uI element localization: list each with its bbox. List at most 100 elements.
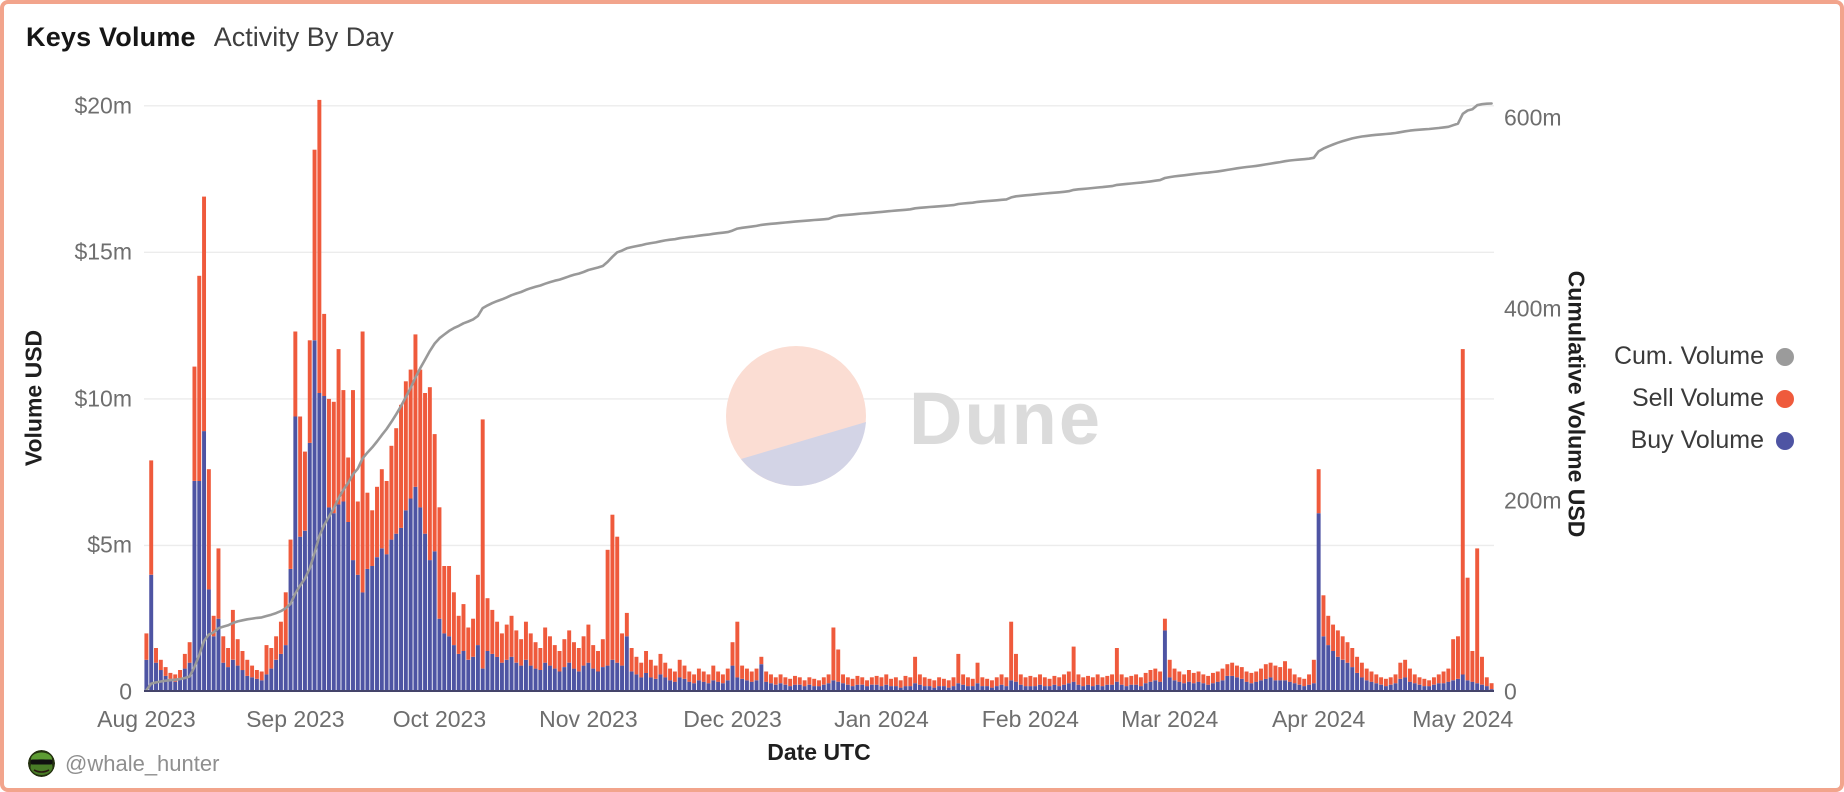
sell-bar[interactable] bbox=[1086, 675, 1091, 685]
sell-bar[interactable] bbox=[768, 674, 773, 684]
buy-bar[interactable] bbox=[865, 686, 870, 692]
buy-bar[interactable] bbox=[202, 431, 207, 692]
sell-bar[interactable] bbox=[499, 633, 504, 663]
buy-bar[interactable] bbox=[696, 680, 701, 692]
buy-bar[interactable] bbox=[336, 504, 341, 692]
buy-bar[interactable] bbox=[1196, 681, 1201, 692]
sell-bar[interactable] bbox=[682, 665, 687, 679]
sell-bar[interactable] bbox=[951, 677, 956, 687]
sell-bar[interactable] bbox=[451, 592, 456, 646]
buy-bar[interactable] bbox=[1009, 680, 1014, 692]
buy-bar[interactable] bbox=[624, 636, 629, 692]
sell-bar[interactable] bbox=[605, 549, 610, 666]
sell-bar[interactable] bbox=[567, 630, 572, 663]
sell-bar[interactable] bbox=[1316, 469, 1321, 514]
sell-bar[interactable] bbox=[168, 672, 173, 679]
buy-bar[interactable] bbox=[1124, 686, 1129, 692]
buy-bar[interactable] bbox=[370, 566, 375, 692]
buy-bar[interactable] bbox=[302, 530, 307, 692]
sell-bar[interactable] bbox=[1460, 349, 1465, 675]
buy-bar[interactable] bbox=[629, 671, 634, 693]
sell-bar[interactable] bbox=[874, 675, 879, 685]
buy-bar[interactable] bbox=[994, 686, 999, 692]
sell-bar[interactable] bbox=[490, 609, 495, 654]
buy-bar[interactable] bbox=[615, 662, 620, 692]
buy-bar[interactable] bbox=[922, 686, 927, 692]
sell-bar[interactable] bbox=[302, 451, 307, 531]
buy-bar[interactable] bbox=[495, 656, 500, 692]
sell-bar[interactable] bbox=[1340, 636, 1345, 660]
sell-bar[interactable] bbox=[307, 340, 312, 443]
buy-bar[interactable] bbox=[1335, 656, 1340, 692]
sell-bar[interactable] bbox=[812, 678, 817, 687]
sell-bar[interactable] bbox=[1331, 624, 1336, 651]
legend-item-cum-volume[interactable]: Cum. Volume bbox=[1614, 342, 1794, 371]
buy-bar[interactable] bbox=[1273, 680, 1278, 692]
sell-bar[interactable] bbox=[831, 627, 836, 681]
sell-bar[interactable] bbox=[677, 659, 682, 678]
buy-bar[interactable] bbox=[1484, 686, 1489, 692]
buy-bar[interactable] bbox=[754, 680, 759, 692]
buy-bar[interactable] bbox=[394, 533, 399, 692]
buy-bar[interactable] bbox=[1364, 680, 1369, 692]
sell-bar[interactable] bbox=[908, 677, 913, 687]
sell-bar[interactable] bbox=[778, 674, 783, 684]
sell-bar[interactable] bbox=[1292, 674, 1297, 684]
sell-bar[interactable] bbox=[250, 665, 255, 678]
sell-bar[interactable] bbox=[1379, 677, 1384, 685]
sell-bar[interactable] bbox=[845, 677, 850, 685]
sell-bar[interactable] bbox=[802, 680, 807, 687]
sell-bar[interactable] bbox=[893, 677, 898, 687]
buy-bar[interactable] bbox=[221, 662, 226, 692]
sell-bar[interactable] bbox=[720, 674, 725, 684]
sell-bar[interactable] bbox=[600, 639, 605, 667]
buy-bar[interactable] bbox=[533, 668, 538, 692]
sell-bar[interactable] bbox=[701, 671, 706, 682]
buy-bar[interactable] bbox=[1340, 659, 1345, 692]
sell-bar[interactable] bbox=[860, 677, 865, 685]
buy-bar[interactable] bbox=[1244, 681, 1249, 692]
buy-bar[interactable] bbox=[1292, 683, 1297, 692]
sell-bar[interactable] bbox=[970, 678, 975, 687]
sell-bar[interactable] bbox=[1244, 671, 1249, 682]
buy-bar[interactable] bbox=[937, 686, 942, 692]
sell-bar[interactable] bbox=[326, 398, 331, 508]
sell-bar[interactable] bbox=[826, 674, 831, 684]
sell-bar[interactable] bbox=[1364, 668, 1369, 681]
sell-bar[interactable] bbox=[1201, 674, 1206, 684]
buy-bar[interactable] bbox=[658, 674, 663, 692]
buy-bar[interactable] bbox=[975, 683, 980, 692]
buy-bar[interactable] bbox=[1480, 684, 1484, 692]
sell-bar[interactable] bbox=[538, 648, 543, 670]
sell-bar[interactable] bbox=[1465, 577, 1470, 681]
sell-bar[interactable] bbox=[365, 492, 370, 569]
buy-bar[interactable] bbox=[773, 684, 778, 692]
sell-bar[interactable] bbox=[240, 651, 245, 671]
buy-bar[interactable] bbox=[653, 678, 658, 692]
buy-bar[interactable] bbox=[567, 662, 572, 692]
sell-bar[interactable] bbox=[1215, 671, 1220, 682]
buy-bar[interactable] bbox=[1148, 681, 1153, 692]
buy-bar[interactable] bbox=[1230, 675, 1235, 692]
sell-bar[interactable] bbox=[1196, 671, 1201, 682]
sell-bar[interactable] bbox=[658, 653, 663, 675]
sell-bar[interactable] bbox=[817, 680, 821, 687]
buy-bar[interactable] bbox=[716, 681, 721, 692]
sell-bar[interactable] bbox=[1230, 662, 1235, 676]
buy-bar[interactable] bbox=[744, 680, 749, 692]
sell-bar[interactable] bbox=[346, 457, 351, 523]
buy-bar[interactable] bbox=[999, 684, 1004, 692]
sell-bar[interactable] bbox=[379, 469, 384, 549]
sell-bar[interactable] bbox=[288, 539, 293, 569]
chart-plot-area[interactable]: Dune bbox=[144, 92, 1494, 694]
sell-bar[interactable] bbox=[1182, 674, 1187, 684]
sell-bar[interactable] bbox=[1283, 661, 1287, 681]
sell-bar[interactable] bbox=[797, 677, 802, 685]
buy-bar[interactable] bbox=[687, 681, 692, 692]
buy-bar[interactable] bbox=[245, 675, 250, 692]
buy-bar[interactable] bbox=[764, 681, 769, 692]
sell-bar[interactable] bbox=[408, 369, 413, 499]
sell-bar[interactable] bbox=[1273, 665, 1278, 681]
buy-bar[interactable] bbox=[889, 686, 894, 692]
buy-bar[interactable] bbox=[456, 653, 461, 692]
